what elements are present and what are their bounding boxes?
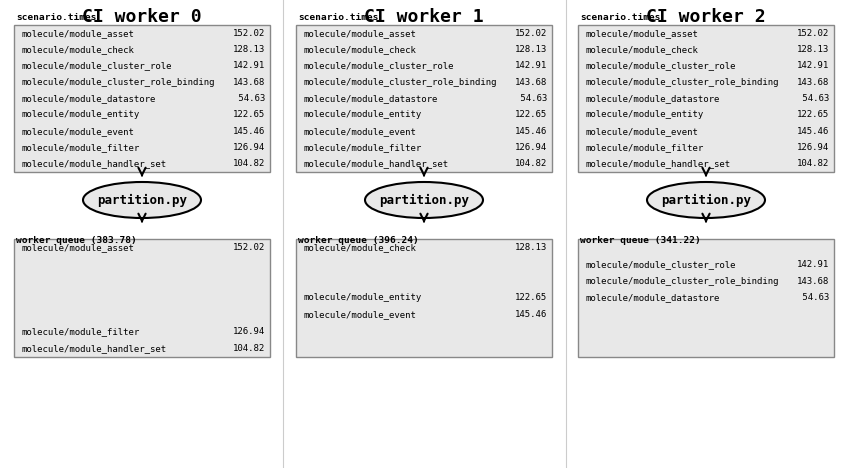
Text: 122.65: 122.65 (515, 293, 547, 302)
Text: 126.94: 126.94 (515, 143, 547, 152)
Text: 142.91: 142.91 (797, 260, 829, 269)
FancyBboxPatch shape (578, 239, 834, 357)
Text: 142.91: 142.91 (232, 61, 265, 70)
Text: scenario.times: scenario.times (580, 13, 661, 22)
Text: 143.68: 143.68 (797, 78, 829, 87)
Text: molecule/module_event: molecule/module_event (303, 310, 416, 319)
Text: molecule/module_cluster_role: molecule/module_cluster_role (303, 61, 454, 70)
Text: molecule/module_datastore: molecule/module_datastore (585, 293, 719, 302)
Text: molecule/module_datastore: molecule/module_datastore (21, 94, 155, 103)
Text: molecule/module_asset: molecule/module_asset (585, 29, 698, 37)
Text: molecule/module_handler_set: molecule/module_handler_set (21, 159, 166, 168)
Text: 54.63: 54.63 (797, 293, 829, 302)
FancyBboxPatch shape (578, 25, 834, 172)
Text: molecule/module_cluster_role: molecule/module_cluster_role (585, 260, 735, 269)
Text: worker queue (341.22): worker queue (341.22) (580, 236, 700, 245)
FancyBboxPatch shape (14, 25, 270, 172)
Text: molecule/module_filter: molecule/module_filter (585, 143, 703, 152)
Text: CI worker 0: CI worker 0 (82, 8, 202, 26)
Text: molecule/module_cluster_role_binding: molecule/module_cluster_role_binding (585, 277, 778, 285)
Text: molecule/module_handler_set: molecule/module_handler_set (585, 159, 730, 168)
Text: molecule/module_asset: molecule/module_asset (21, 243, 134, 252)
Text: 128.13: 128.13 (515, 45, 547, 54)
Text: 126.94: 126.94 (232, 143, 265, 152)
Text: partition.py: partition.py (97, 193, 187, 206)
Text: 126.94: 126.94 (797, 143, 829, 152)
FancyBboxPatch shape (14, 239, 270, 357)
FancyBboxPatch shape (296, 25, 552, 172)
Text: molecule/module_handler_set: molecule/module_handler_set (21, 344, 166, 353)
Text: 126.94: 126.94 (232, 327, 265, 336)
Text: 145.46: 145.46 (232, 127, 265, 136)
Text: CI worker 1: CI worker 1 (364, 8, 484, 26)
Text: 128.13: 128.13 (232, 45, 265, 54)
Text: scenario.times: scenario.times (16, 13, 97, 22)
Text: molecule/module_check: molecule/module_check (303, 243, 416, 252)
Text: 143.68: 143.68 (515, 78, 547, 87)
Text: 122.65: 122.65 (797, 110, 829, 119)
Text: 122.65: 122.65 (515, 110, 547, 119)
Text: 104.82: 104.82 (515, 159, 547, 168)
Text: molecule/module_check: molecule/module_check (303, 45, 416, 54)
Text: 142.91: 142.91 (797, 61, 829, 70)
Text: molecule/module_cluster_role: molecule/module_cluster_role (21, 61, 171, 70)
Text: 145.46: 145.46 (515, 127, 547, 136)
Text: 128.13: 128.13 (515, 243, 547, 252)
FancyBboxPatch shape (296, 239, 552, 357)
Text: molecule/module_event: molecule/module_event (303, 127, 416, 136)
Text: 145.46: 145.46 (515, 310, 547, 319)
Text: molecule/module_cluster_role_binding: molecule/module_cluster_role_binding (21, 78, 215, 87)
Text: molecule/module_check: molecule/module_check (585, 45, 698, 54)
Text: 152.02: 152.02 (515, 29, 547, 37)
Text: molecule/module_datastore: molecule/module_datastore (585, 94, 719, 103)
Text: 143.68: 143.68 (232, 78, 265, 87)
Text: molecule/module_entity: molecule/module_entity (303, 293, 421, 302)
Text: 145.46: 145.46 (797, 127, 829, 136)
Text: 152.02: 152.02 (232, 243, 265, 252)
Ellipse shape (365, 182, 483, 218)
Text: molecule/module_event: molecule/module_event (585, 127, 698, 136)
Text: worker queue (383.78): worker queue (383.78) (16, 236, 137, 245)
Text: molecule/module_entity: molecule/module_entity (585, 110, 703, 119)
Text: 152.02: 152.02 (797, 29, 829, 37)
Ellipse shape (83, 182, 201, 218)
Text: 54.63: 54.63 (232, 94, 265, 103)
Text: molecule/module_filter: molecule/module_filter (21, 327, 139, 336)
Text: CI worker 2: CI worker 2 (646, 8, 766, 26)
Text: 128.13: 128.13 (797, 45, 829, 54)
Text: 142.91: 142.91 (515, 61, 547, 70)
Text: scenario.times: scenario.times (298, 13, 378, 22)
Text: molecule/module_entity: molecule/module_entity (21, 110, 139, 119)
Text: molecule/module_asset: molecule/module_asset (303, 29, 416, 37)
Text: 152.02: 152.02 (232, 29, 265, 37)
Text: molecule/module_entity: molecule/module_entity (303, 110, 421, 119)
Text: 104.82: 104.82 (232, 159, 265, 168)
Text: molecule/module_check: molecule/module_check (21, 45, 134, 54)
Text: molecule/module_handler_set: molecule/module_handler_set (303, 159, 448, 168)
Ellipse shape (647, 182, 765, 218)
Text: partition.py: partition.py (379, 193, 469, 206)
Text: 122.65: 122.65 (232, 110, 265, 119)
Text: 54.63: 54.63 (797, 94, 829, 103)
Text: molecule/module_cluster_role_binding: molecule/module_cluster_role_binding (303, 78, 496, 87)
Text: molecule/module_filter: molecule/module_filter (21, 143, 139, 152)
Text: 143.68: 143.68 (797, 277, 829, 285)
Text: 104.82: 104.82 (232, 344, 265, 353)
Text: molecule/module_event: molecule/module_event (21, 127, 134, 136)
Text: molecule/module_cluster_role_binding: molecule/module_cluster_role_binding (585, 78, 778, 87)
Text: 104.82: 104.82 (797, 159, 829, 168)
Text: molecule/module_asset: molecule/module_asset (21, 29, 134, 37)
Text: molecule/module_filter: molecule/module_filter (303, 143, 421, 152)
Text: molecule/module_cluster_role: molecule/module_cluster_role (585, 61, 735, 70)
Text: 54.63: 54.63 (515, 94, 547, 103)
Text: molecule/module_datastore: molecule/module_datastore (303, 94, 438, 103)
Text: worker queue (396.24): worker queue (396.24) (298, 236, 419, 245)
Text: partition.py: partition.py (661, 193, 751, 206)
